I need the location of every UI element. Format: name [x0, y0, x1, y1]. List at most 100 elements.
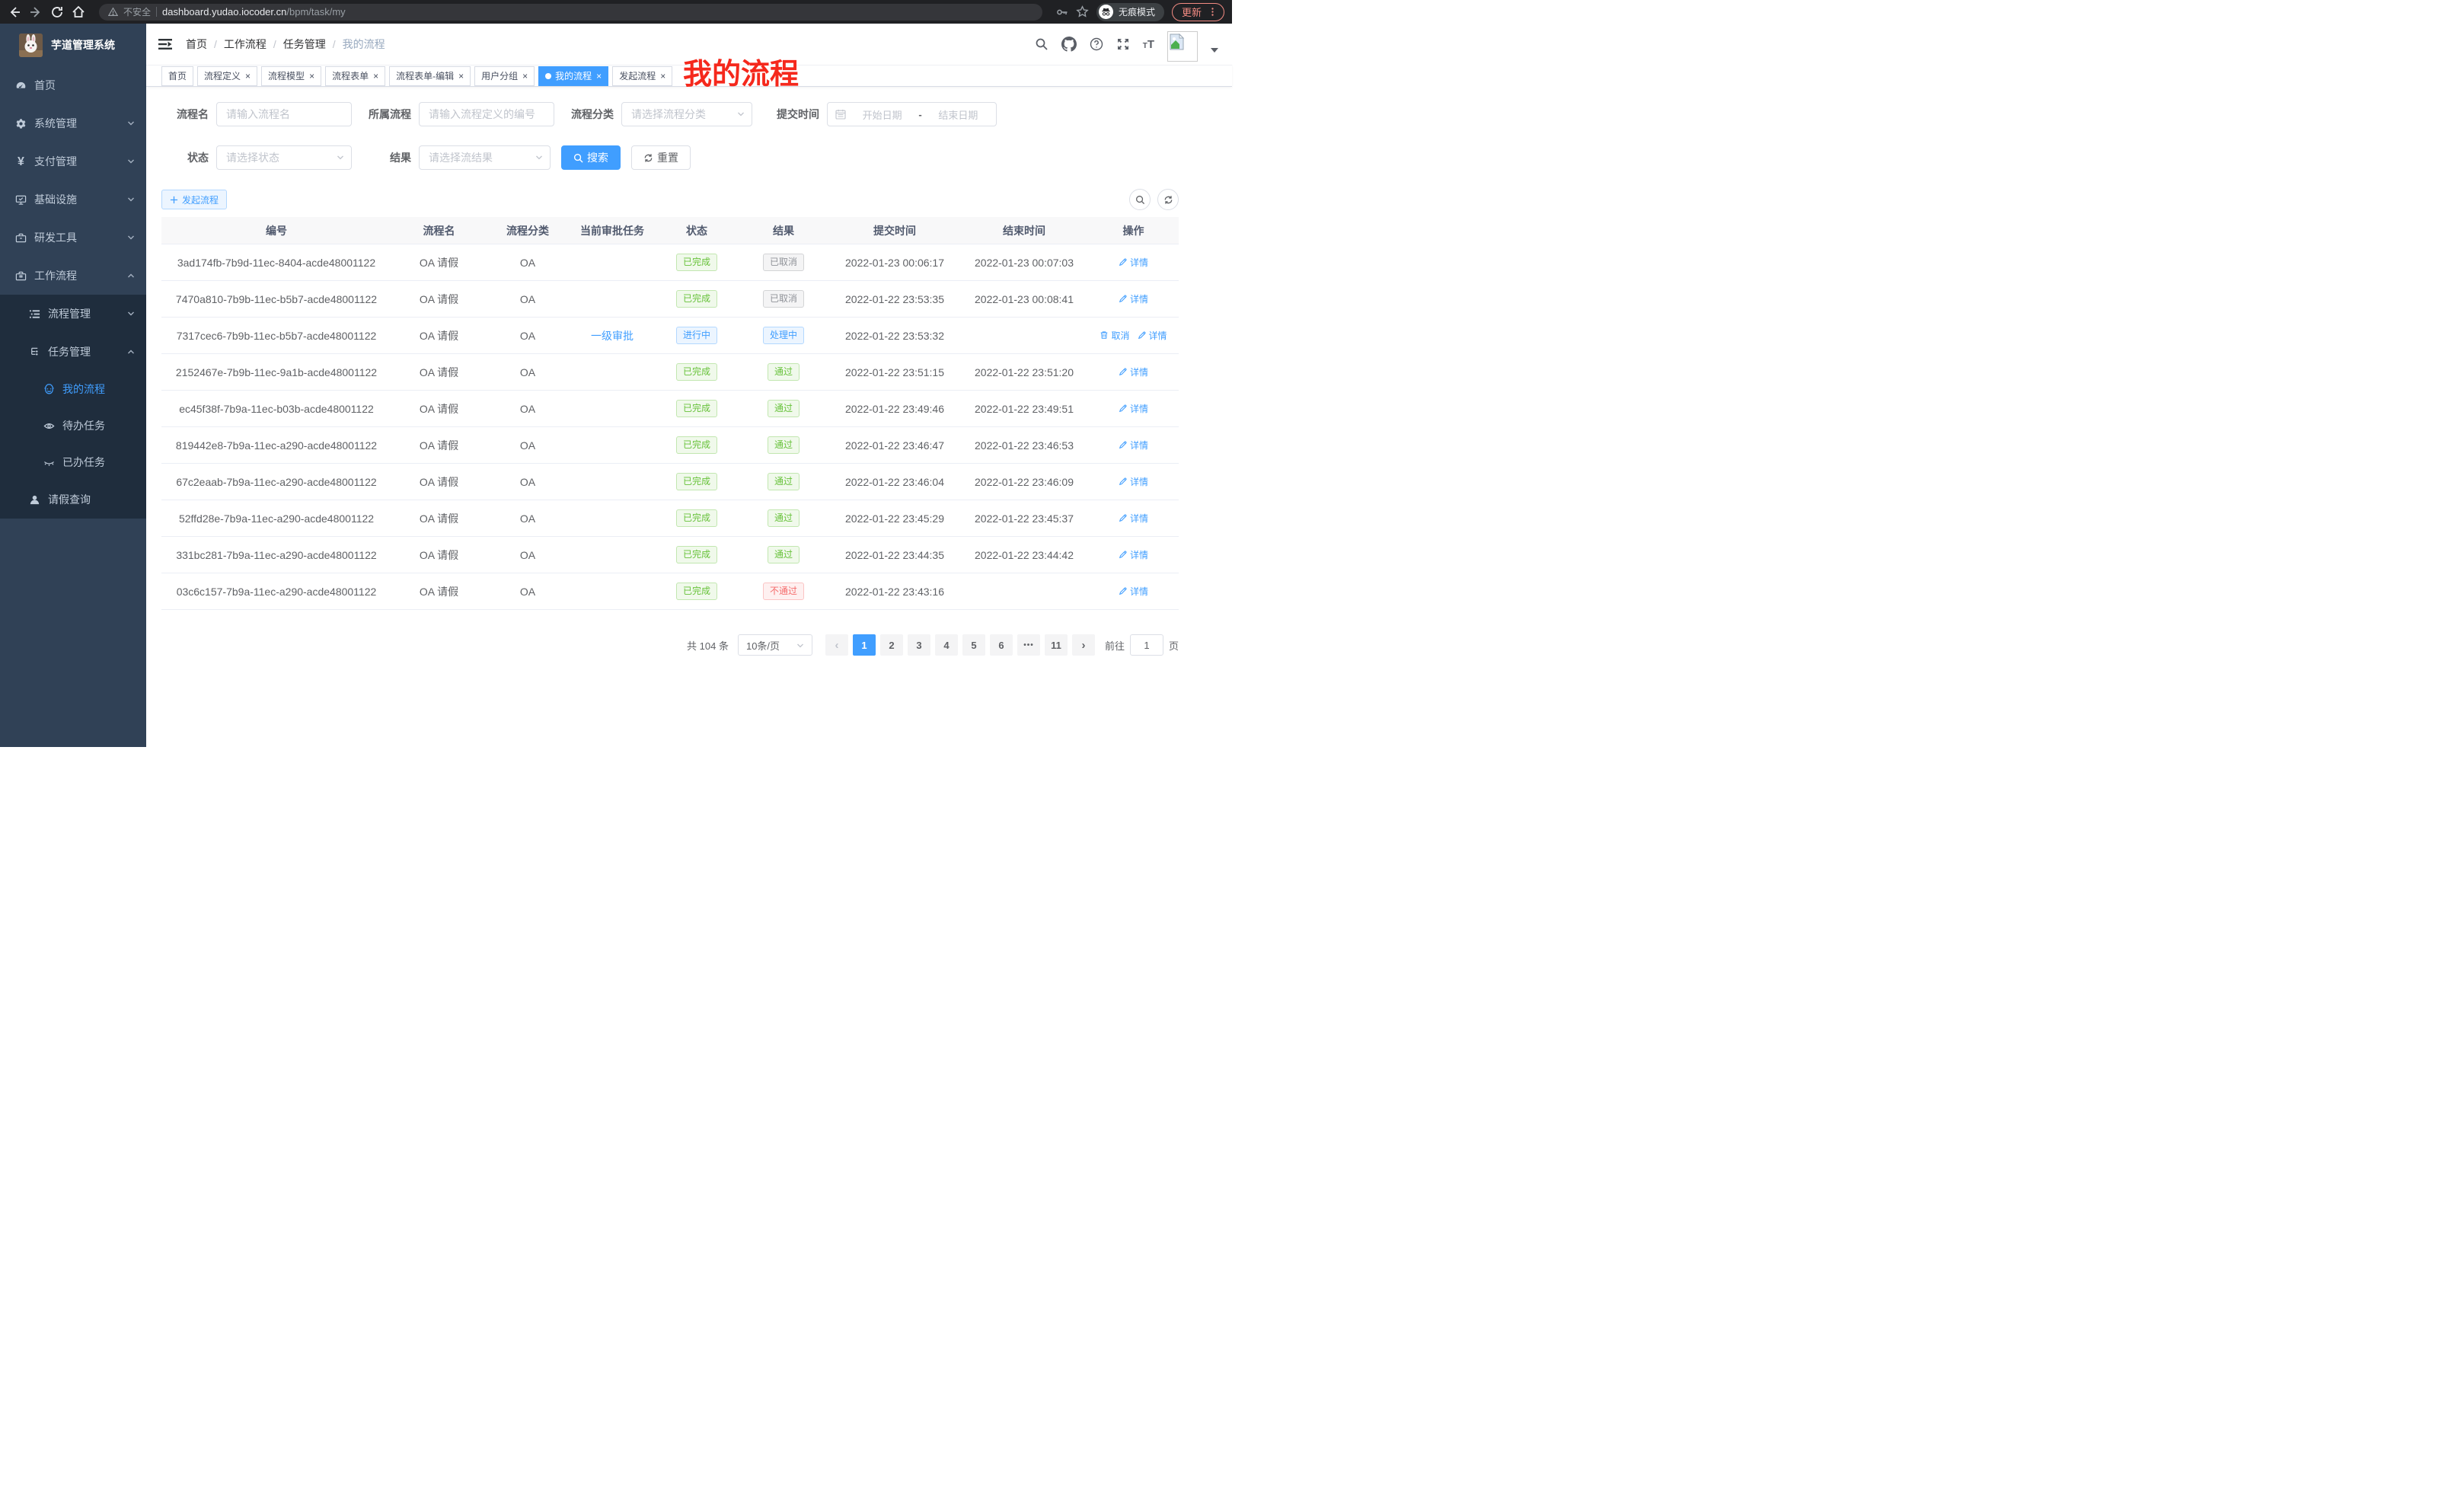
breadcrumb-task-mgmt[interactable]: 任务管理	[282, 38, 326, 50]
sidebar-logo[interactable]: 芋道管理系统	[0, 24, 146, 66]
sidebar-item-label: 研发工具	[34, 231, 77, 244]
end-date-placeholder[interactable]: 结束日期	[938, 109, 978, 121]
process-def-input[interactable]	[419, 102, 554, 126]
tab-close-icon[interactable]: ×	[245, 70, 251, 81]
sidebar-item-infrastructure[interactable]: 基础设施	[0, 180, 146, 219]
create-process-button[interactable]: 发起流程	[161, 190, 228, 209]
tab-我的流程[interactable]: 我的流程 ×	[538, 65, 609, 86]
table-row[interactable]: 819442e8-7b9a-11ec-a290-acde48001122 OA …	[161, 427, 1179, 464]
cancel-link[interactable]: 取消	[1100, 329, 1130, 342]
browser-reload-icon[interactable]	[50, 5, 64, 19]
sidebar-item-todo-tasks[interactable]: 待办任务	[0, 407, 146, 444]
avatar-caret-down-icon[interactable]	[1211, 48, 1218, 53]
table-row[interactable]: 3ad174fb-7b9d-11ec-8404-acde48001122 OA …	[161, 244, 1179, 281]
reset-button[interactable]: 重置	[631, 145, 691, 170]
result-badge: 已取消	[762, 254, 804, 271]
browser-forward-icon[interactable]	[29, 5, 43, 19]
sidebar-item-payment[interactable]: ¥ 支付管理	[0, 142, 146, 180]
tab-close-icon[interactable]: ×	[660, 70, 666, 81]
table-row[interactable]: 2152467e-7b9b-11ec-9a1b-acde48001122 OA …	[161, 354, 1179, 391]
font-size-icon[interactable]: TT	[1142, 37, 1154, 51]
browser-back-icon[interactable]	[8, 5, 21, 19]
detail-link[interactable]: 详情	[1119, 548, 1148, 561]
date-range-picker[interactable]: 开始日期 - 结束日期	[827, 102, 997, 126]
page-button-1[interactable]: 1	[852, 634, 876, 656]
table-row[interactable]: 7470a810-7b9b-11ec-b5b7-acde48001122 OA …	[161, 281, 1179, 318]
page-button-4[interactable]: 4	[934, 634, 958, 656]
bookmark-star-icon[interactable]	[1076, 5, 1089, 18]
tab-close-icon[interactable]: ×	[596, 70, 602, 81]
tab-流程定义[interactable]: 流程定义 ×	[197, 65, 258, 86]
detail-link[interactable]: 详情	[1119, 366, 1148, 378]
page-button-2[interactable]: 2	[879, 634, 903, 656]
tab-流程表单[interactable]: 流程表单 ×	[325, 65, 386, 86]
page-button-11[interactable]: 11	[1044, 634, 1068, 656]
detail-link[interactable]: 详情	[1119, 439, 1148, 452]
detail-link[interactable]: 详情	[1119, 292, 1148, 305]
process-name-input[interactable]	[216, 102, 352, 126]
next-page-button[interactable]: ›	[1071, 634, 1095, 656]
tab-close-icon[interactable]: ×	[522, 70, 528, 81]
detail-link[interactable]: 详情	[1119, 475, 1148, 488]
browser-update-button[interactable]: 更新	[1171, 2, 1224, 21]
detail-link[interactable]: 详情	[1119, 402, 1148, 415]
prev-page-button[interactable]: ‹	[825, 634, 848, 656]
sidebar-item-my-process[interactable]: 我的流程	[0, 371, 146, 407]
tab-label: 首页	[168, 71, 187, 81]
status-select[interactable]	[216, 145, 352, 170]
address-bar[interactable]: 不安全 dashboard.yudao.iocoder.cn/bpm/task/…	[99, 3, 1042, 21]
detail-link[interactable]: 详情	[1119, 256, 1148, 269]
tab-流程表单-编辑[interactable]: 流程表单-编辑 ×	[389, 65, 471, 86]
sidebar-item-home[interactable]: 首页	[0, 66, 146, 104]
sidebar-item-workflow[interactable]: 工作流程	[0, 257, 146, 295]
avatar[interactable]	[1167, 31, 1198, 62]
sidebar-item-devtools[interactable]: 研发工具	[0, 219, 146, 257]
sidebar-collapse-icon[interactable]	[158, 37, 173, 52]
table-row[interactable]: 03c6c157-7b9a-11ec-a290-acde48001122 OA …	[161, 573, 1179, 610]
detail-link[interactable]: 详情	[1119, 512, 1148, 525]
table-row[interactable]: 52ffd28e-7b9a-11ec-a290-acde48001122 OA …	[161, 500, 1179, 537]
page-size-select[interactable]: 10条/页	[737, 634, 812, 656]
sidebar-item-leave-query[interactable]: 请假查询	[0, 480, 146, 519]
sidebar-item-process-mgmt[interactable]: 流程管理	[0, 295, 146, 333]
goto-page-input[interactable]	[1129, 634, 1163, 656]
tab-首页[interactable]: 首页	[161, 65, 194, 86]
toggle-search-button[interactable]	[1129, 189, 1151, 210]
page-button-6[interactable]: 6	[989, 634, 1013, 656]
sidebar-item-label: 我的流程	[62, 383, 105, 395]
refresh-table-button[interactable]	[1157, 189, 1179, 210]
sidebar-item-done-tasks[interactable]: 已办任务	[0, 444, 146, 480]
fullscreen-icon[interactable]	[1116, 37, 1130, 51]
tab-发起流程[interactable]: 发起流程 ×	[612, 65, 673, 86]
password-key-icon[interactable]	[1056, 6, 1068, 18]
start-date-placeholder[interactable]: 开始日期	[862, 109, 902, 121]
browser-menu-kebab-icon[interactable]	[1208, 7, 1218, 17]
detail-link[interactable]: 详情	[1138, 329, 1167, 342]
category-select[interactable]	[621, 102, 752, 126]
tab-close-icon[interactable]: ×	[373, 70, 379, 81]
page-button-5[interactable]: 5	[962, 634, 985, 656]
browser-home-icon[interactable]	[72, 5, 85, 19]
detail-link[interactable]: 详情	[1119, 585, 1148, 598]
row-process-name: OA 请假	[419, 439, 459, 452]
page-ellipsis[interactable]: •••	[1017, 634, 1040, 656]
sidebar-item-task-mgmt[interactable]: 任务管理	[0, 333, 146, 371]
tab-流程模型[interactable]: 流程模型 ×	[261, 65, 322, 86]
table-row[interactable]: 7317cec6-7b9b-11ec-b5b7-acde48001122 OA …	[161, 318, 1179, 354]
breadcrumb-home[interactable]: 首页	[186, 38, 207, 50]
tab-用户分组[interactable]: 用户分组 ×	[474, 65, 535, 86]
tab-close-icon[interactable]: ×	[309, 70, 315, 81]
help-question-icon[interactable]	[1090, 37, 1103, 51]
table-row[interactable]: 331bc281-7b9a-11ec-a290-acde48001122 OA …	[161, 537, 1179, 573]
table-row[interactable]: ec45f38f-7b9a-11ec-b03b-acde48001122 OA …	[161, 391, 1179, 427]
page-button-3[interactable]: 3	[907, 634, 930, 656]
sidebar-item-system[interactable]: 系统管理	[0, 104, 146, 142]
header-search-icon[interactable]	[1035, 37, 1048, 51]
tab-close-icon[interactable]: ×	[458, 70, 464, 81]
current-task-link[interactable]: 一级审批	[591, 329, 634, 342]
table-row[interactable]: 67c2eaab-7b9a-11ec-a290-acde48001122 OA …	[161, 464, 1179, 500]
breadcrumb-workflow[interactable]: 工作流程	[223, 38, 267, 50]
search-button[interactable]: 搜索	[561, 145, 621, 170]
github-icon[interactable]	[1061, 37, 1077, 52]
result-select[interactable]	[419, 145, 551, 170]
